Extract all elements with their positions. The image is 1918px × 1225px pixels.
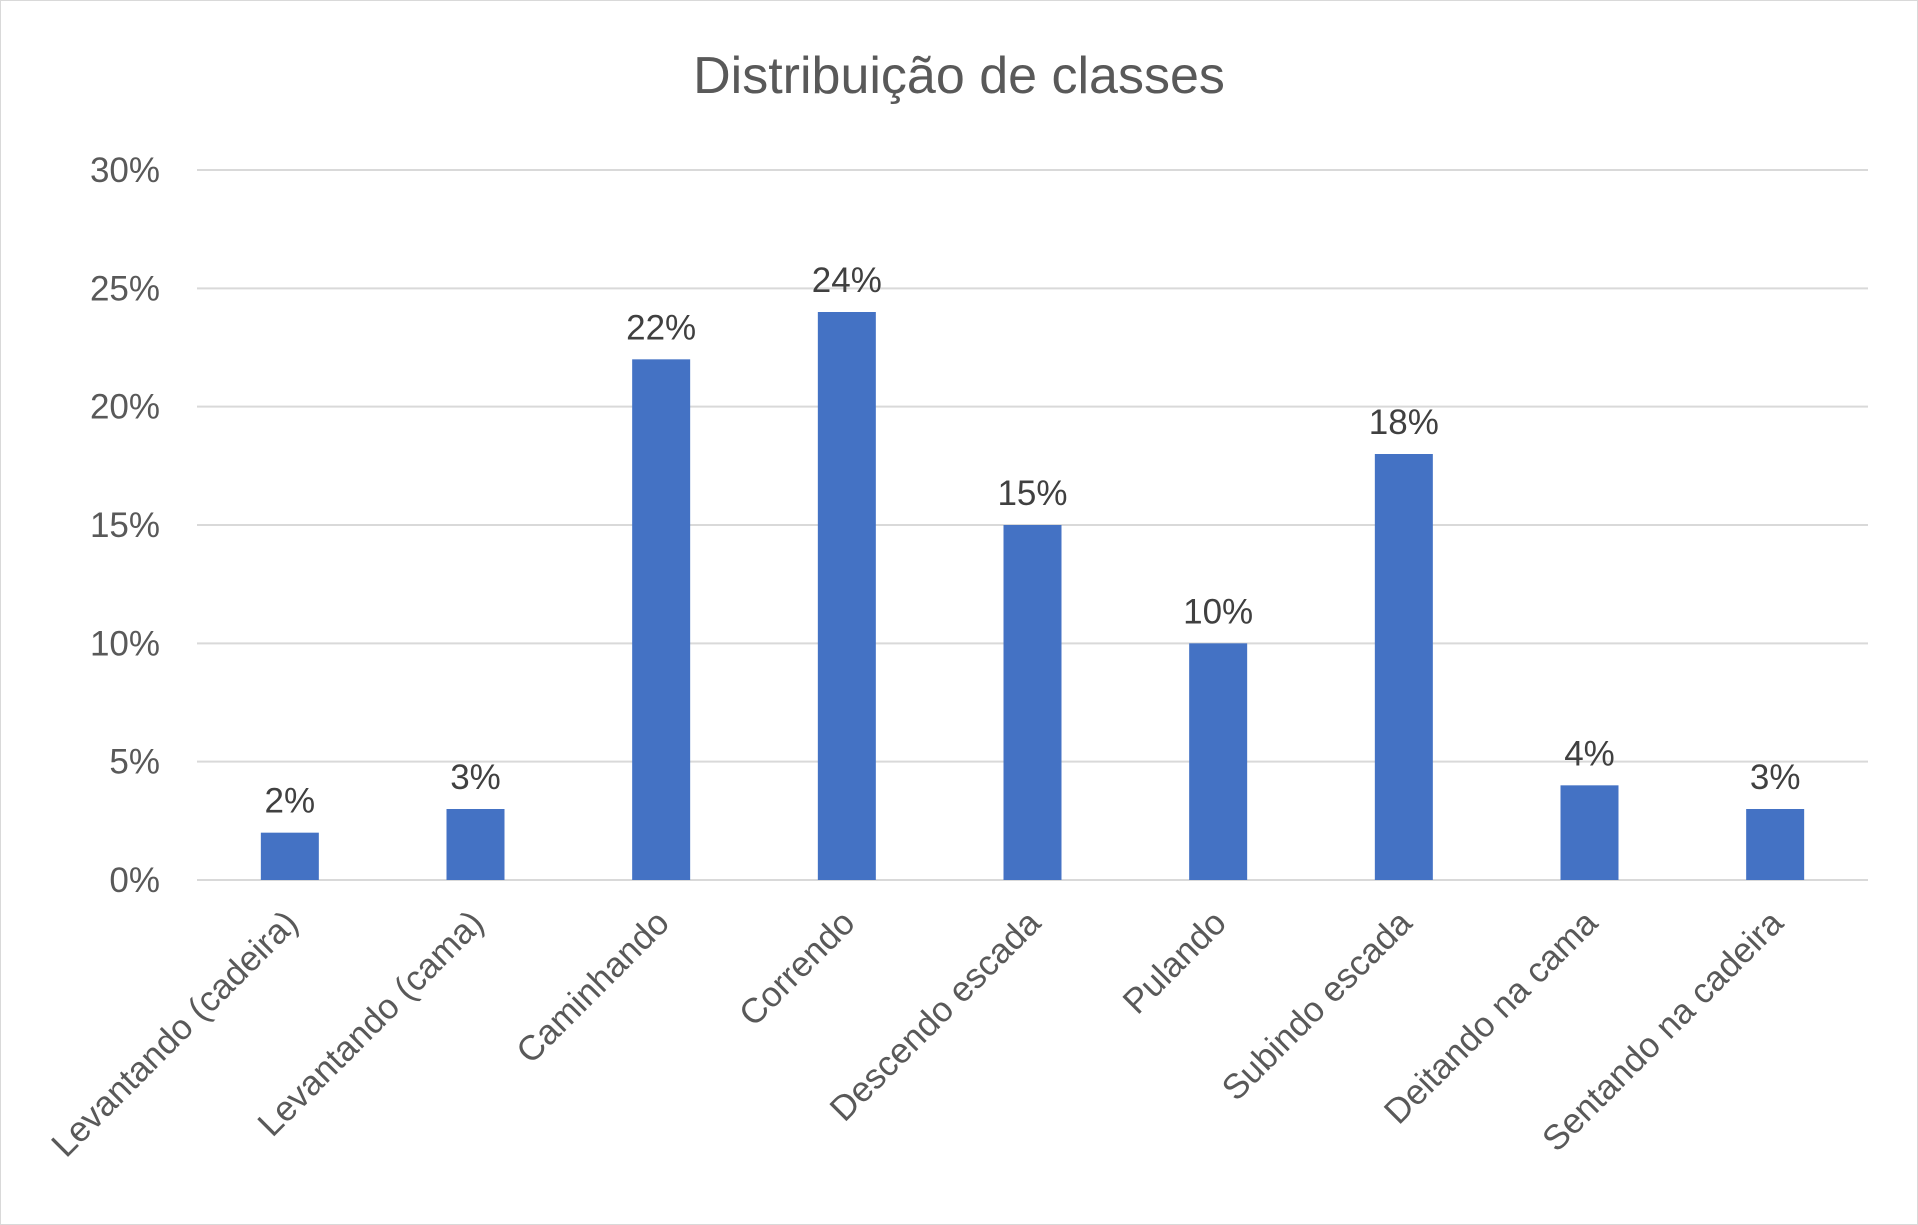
bar — [1560, 785, 1619, 880]
data-labels: 2% 3% 22% 24% 15% 10% 18% 4% 3% — [265, 261, 1801, 821]
data-label: 15% — [997, 474, 1067, 513]
bar — [817, 312, 876, 880]
x-tick-label: Pulando — [1115, 903, 1233, 1021]
bars — [260, 312, 1805, 880]
y-tick-label: 10% — [90, 624, 160, 663]
data-label: 18% — [1369, 403, 1439, 442]
y-tick-label: 15% — [90, 506, 160, 545]
bar — [1374, 454, 1433, 880]
x-axis-ticks: Levantando (cadeira)Levantando (cama) Cam… — [44, 903, 1791, 1165]
data-label: 2% — [265, 782, 316, 821]
x-tick-label: Correndo — [732, 903, 863, 1034]
bar — [1746, 809, 1805, 880]
y-tick-label: 30% — [90, 151, 160, 190]
y-tick-label: 20% — [90, 388, 160, 427]
bar — [446, 809, 505, 880]
y-tick-label: 5% — [109, 743, 160, 782]
x-tick-label: Caminhando — [509, 903, 677, 1071]
y-tick-label: 0% — [109, 861, 160, 900]
data-label: 3% — [450, 758, 501, 797]
y-axis-ticks: 0% 5% 10% 15% 20% 25% 30% — [90, 151, 160, 900]
y-tick-label: 25% — [90, 269, 160, 308]
chart-title: Distribuição de classes — [693, 47, 1225, 105]
data-label: 4% — [1564, 734, 1615, 773]
data-label: 24% — [812, 261, 882, 300]
x-tick-label: Subindo escada — [1214, 903, 1419, 1108]
data-label: 10% — [1183, 592, 1253, 631]
bar — [1003, 525, 1062, 880]
data-label: 22% — [626, 308, 696, 347]
bar — [632, 359, 691, 880]
data-label: 3% — [1750, 758, 1801, 797]
bar — [1189, 643, 1248, 880]
bar — [260, 832, 319, 880]
